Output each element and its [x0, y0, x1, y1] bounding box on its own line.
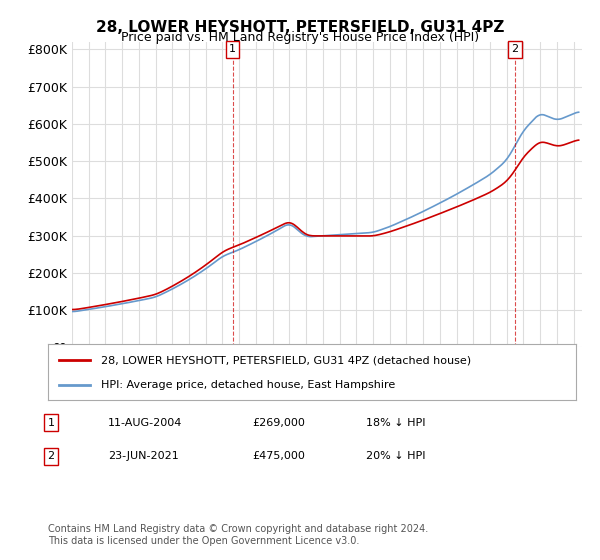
Text: £269,000: £269,000	[252, 418, 305, 428]
Text: 23-JUN-2021: 23-JUN-2021	[108, 451, 179, 461]
Text: 28, LOWER HEYSHOTT, PETERSFIELD, GU31 4PZ: 28, LOWER HEYSHOTT, PETERSFIELD, GU31 4P…	[96, 20, 504, 35]
Text: 1: 1	[229, 44, 236, 54]
Text: 11-AUG-2004: 11-AUG-2004	[108, 418, 182, 428]
Text: Contains HM Land Registry data © Crown copyright and database right 2024.
This d: Contains HM Land Registry data © Crown c…	[48, 524, 428, 546]
Text: 18% ↓ HPI: 18% ↓ HPI	[366, 418, 425, 428]
Text: 28, LOWER HEYSHOTT, PETERSFIELD, GU31 4PZ (detached house): 28, LOWER HEYSHOTT, PETERSFIELD, GU31 4P…	[101, 355, 471, 365]
Text: 20% ↓ HPI: 20% ↓ HPI	[366, 451, 425, 461]
Text: 2: 2	[511, 44, 518, 54]
Text: £475,000: £475,000	[252, 451, 305, 461]
Text: 1: 1	[47, 418, 55, 428]
Text: 2: 2	[47, 451, 55, 461]
Text: Price paid vs. HM Land Registry's House Price Index (HPI): Price paid vs. HM Land Registry's House …	[121, 31, 479, 44]
Text: HPI: Average price, detached house, East Hampshire: HPI: Average price, detached house, East…	[101, 380, 395, 390]
